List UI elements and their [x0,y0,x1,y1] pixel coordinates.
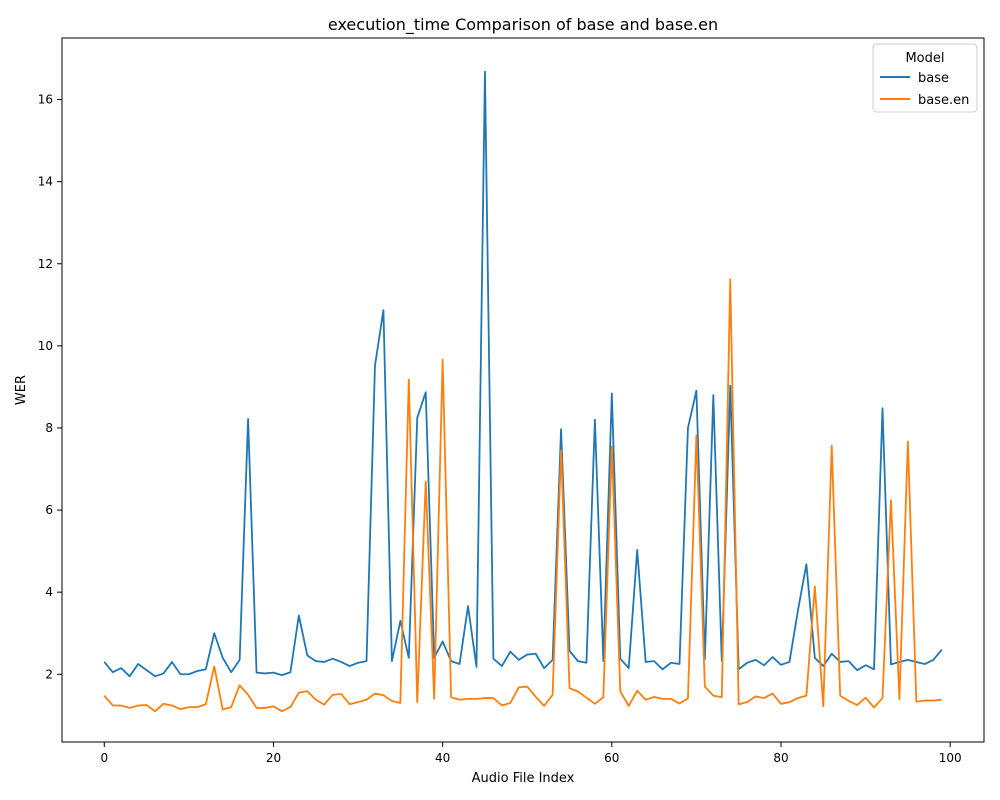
x-tick-label: 20 [266,751,281,765]
legend: Model base base.en [872,43,978,113]
x-axis-label: Audio File Index [472,771,575,786]
legend-label-base-en: base.en [918,93,969,108]
chart-title: execution_time Comparison of base and ba… [328,15,718,35]
y-tick-label: 14 [38,175,53,189]
legend-label-base: base [918,71,949,86]
y-tick-label: 6 [45,503,53,517]
y-tick-label: 12 [38,257,53,271]
x-tick-label: 80 [773,751,788,765]
y-tick-label: 4 [45,585,53,599]
series-line-base-en [103,278,942,713]
y-tick-label: 8 [45,421,53,435]
legend-title: Model [905,51,944,66]
plot-area [61,37,985,743]
x-axis: 0 20 40 60 80 100 [100,742,962,765]
y-tick-label: 16 [38,93,53,107]
x-tick-label: 100 [939,751,962,765]
series-layer [103,70,943,713]
y-axis-label: WER [14,375,29,405]
x-tick-label: 40 [435,751,450,765]
legend-box [872,43,978,113]
series-line-base [103,70,943,678]
x-tick-label: 0 [100,751,108,765]
plot-frame [61,37,985,743]
x-tick-label: 60 [604,751,619,765]
y-tick-label: 2 [45,667,53,681]
y-axis: 2 4 6 8 10 12 14 16 [38,93,62,681]
y-tick-label: 10 [38,339,53,353]
plot-background [62,38,984,742]
